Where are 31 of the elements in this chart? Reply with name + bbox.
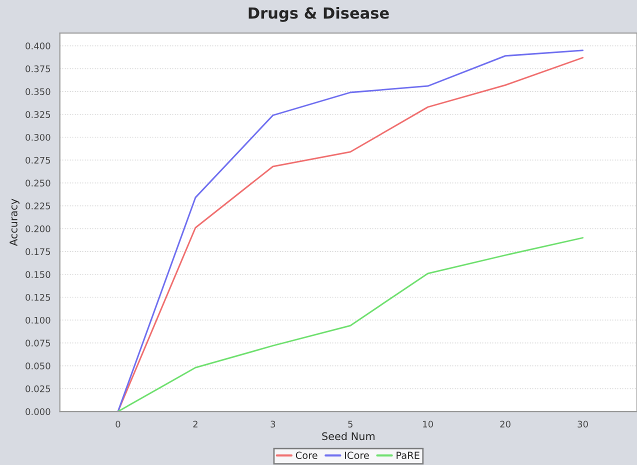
legend-label: Core — [296, 452, 318, 459]
x-tick-label: 30 — [578, 420, 588, 428]
legend-label: ICore — [345, 452, 369, 459]
x-axis-title: Seed Num — [322, 432, 374, 440]
x-tick-label: 20 — [500, 420, 510, 428]
y-tick-label: 0.175 — [26, 248, 50, 256]
y-tick-label: 0.000 — [26, 408, 50, 416]
x-tick-label: 3 — [270, 420, 276, 428]
y-tick-label: 0.125 — [26, 294, 50, 301]
x-tick-label: 2 — [193, 420, 198, 428]
y-tick-label: 0.350 — [26, 88, 50, 96]
y-tick-label: 0.200 — [26, 225, 50, 232]
y-tick-label: 0.075 — [26, 340, 50, 347]
y-tick-label: 0.275 — [26, 156, 50, 164]
y-tick-label: 0.100 — [26, 316, 50, 324]
y-tick-label: 0.025 — [26, 385, 50, 392]
y-tick-label: 0.325 — [26, 111, 50, 118]
y-tick-label: 0.300 — [26, 134, 50, 141]
chart-title: Drugs & Disease — [248, 6, 389, 22]
y-tick-label: 0.250 — [26, 180, 50, 187]
y-tick-label: 0.150 — [26, 271, 50, 278]
y-tick-label: 0.050 — [26, 362, 50, 370]
legend-label: PaRE — [396, 452, 420, 459]
y-tick-label: 0.375 — [26, 65, 50, 72]
y-tick-label: 0.225 — [26, 202, 50, 210]
y-axis-title: Accuracy — [10, 198, 20, 246]
x-tick-label: 0 — [116, 420, 120, 428]
x-tick-label: 10 — [423, 420, 433, 428]
line-series — [117, 237, 584, 412]
x-tick-label: 5 — [348, 420, 352, 428]
y-tick-label: 0.400 — [26, 42, 50, 50]
